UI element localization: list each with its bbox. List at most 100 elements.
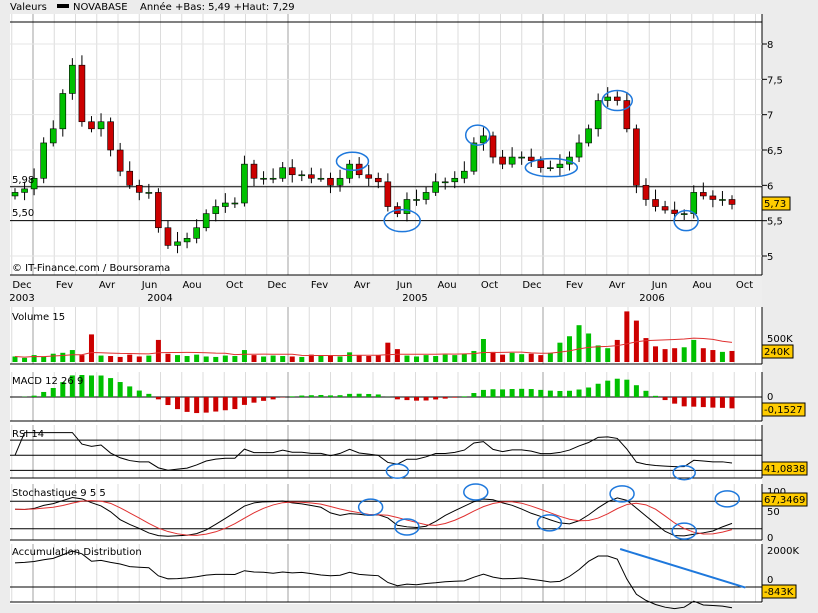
candle-body xyxy=(155,192,162,229)
rsi-annotation-ellipse xyxy=(672,464,696,481)
marks xyxy=(11,55,746,610)
candle-body xyxy=(728,199,736,205)
candle-body xyxy=(21,188,28,193)
volume-bar xyxy=(471,350,477,362)
price-tick-label: 5,5 xyxy=(767,217,783,228)
candle-body xyxy=(537,160,545,168)
candle-body xyxy=(212,206,220,214)
macd-bar xyxy=(442,397,448,399)
month-label: Jun xyxy=(396,280,413,291)
month-label: Jun xyxy=(651,280,668,291)
candle-body xyxy=(413,199,420,201)
volume-bar xyxy=(500,354,506,362)
candle-body xyxy=(623,100,631,130)
macd-bar xyxy=(394,397,400,400)
candle-body xyxy=(59,93,67,130)
candle-body xyxy=(384,181,392,207)
volume-bar xyxy=(394,349,400,362)
volume-bar xyxy=(241,350,247,362)
macd-bar xyxy=(691,397,697,407)
candle-body xyxy=(652,199,659,207)
volume-bar xyxy=(385,342,391,362)
volume-bar xyxy=(528,353,534,362)
volume-bar xyxy=(136,356,142,362)
macd-bar xyxy=(60,382,66,397)
candle-body xyxy=(671,209,678,214)
macd-bar xyxy=(672,397,678,404)
macd-bar xyxy=(700,397,706,408)
candle-body xyxy=(585,128,592,144)
volume-bar xyxy=(88,334,94,362)
volume-bar xyxy=(165,353,171,362)
volume-bar xyxy=(375,355,381,362)
volume-bar xyxy=(662,349,668,362)
price-tick-label: 6 xyxy=(767,181,773,192)
candle-body xyxy=(680,213,688,215)
macd-bar xyxy=(117,382,123,397)
volume-bar xyxy=(222,355,228,362)
candle-body xyxy=(298,174,306,177)
macd-bar xyxy=(194,397,200,414)
candle-body xyxy=(633,128,640,186)
header-symbol: NOVABASE xyxy=(73,2,128,13)
macd-bar xyxy=(155,397,161,400)
macd-bar xyxy=(404,397,410,401)
month-label: Fev xyxy=(56,280,73,291)
candle-body xyxy=(575,142,583,158)
volume-bar xyxy=(700,348,706,362)
month-label: Avr xyxy=(99,280,116,291)
volume-bar xyxy=(519,354,525,362)
macd-bar xyxy=(356,393,362,397)
volume-bar xyxy=(31,355,37,362)
volume-bar xyxy=(356,355,362,362)
volume-bar xyxy=(653,346,659,362)
volume-bar xyxy=(146,355,152,362)
macd-bar xyxy=(461,396,467,397)
candle-body xyxy=(365,174,373,179)
volume-bar xyxy=(41,356,47,362)
macd-bar xyxy=(576,389,582,397)
macd-bar xyxy=(69,375,75,397)
macd-bar xyxy=(471,393,477,397)
candle-body xyxy=(250,163,258,179)
annotation-ellipse xyxy=(601,89,634,112)
volume-bar xyxy=(719,351,725,362)
candle-body xyxy=(690,192,698,214)
candle-body xyxy=(135,185,143,193)
macd-bar xyxy=(222,397,228,411)
year-label: 2005 xyxy=(402,293,427,304)
volume-bar xyxy=(69,350,75,362)
macd-bar xyxy=(31,395,37,397)
candle-body xyxy=(432,181,439,193)
macd-bar xyxy=(719,397,725,408)
macd-bar xyxy=(366,393,372,397)
volume-bar xyxy=(710,350,716,362)
candle-body xyxy=(346,163,353,179)
volume-bar xyxy=(280,356,286,362)
candle-body xyxy=(202,213,210,229)
volume-bar xyxy=(60,352,66,362)
price-tick-label: 5 xyxy=(767,252,773,263)
price-tick-label: 8 xyxy=(767,40,773,51)
candle-body xyxy=(69,64,76,94)
month-label: Aou xyxy=(692,280,711,291)
accdist-trendline xyxy=(619,548,746,589)
stoch-annotation-ellipse xyxy=(714,490,740,508)
volume-bar xyxy=(442,354,448,362)
candle-body xyxy=(719,199,726,201)
volume-title: Volume 15 xyxy=(12,312,65,323)
header-range: Année +Bas: 5,49 +Haut: 7,29 xyxy=(140,1,295,13)
year-label: 2006 xyxy=(639,293,664,304)
macd-tick: 0 xyxy=(767,392,773,403)
candle-body xyxy=(480,135,487,144)
macd-bar xyxy=(41,391,47,397)
candle-body xyxy=(441,181,449,184)
month-label: Jun xyxy=(141,280,158,291)
candle-body xyxy=(451,177,459,183)
macd-bar xyxy=(662,397,668,401)
candle-body xyxy=(604,96,612,101)
candle-body xyxy=(499,156,506,165)
candle-body xyxy=(260,177,267,180)
